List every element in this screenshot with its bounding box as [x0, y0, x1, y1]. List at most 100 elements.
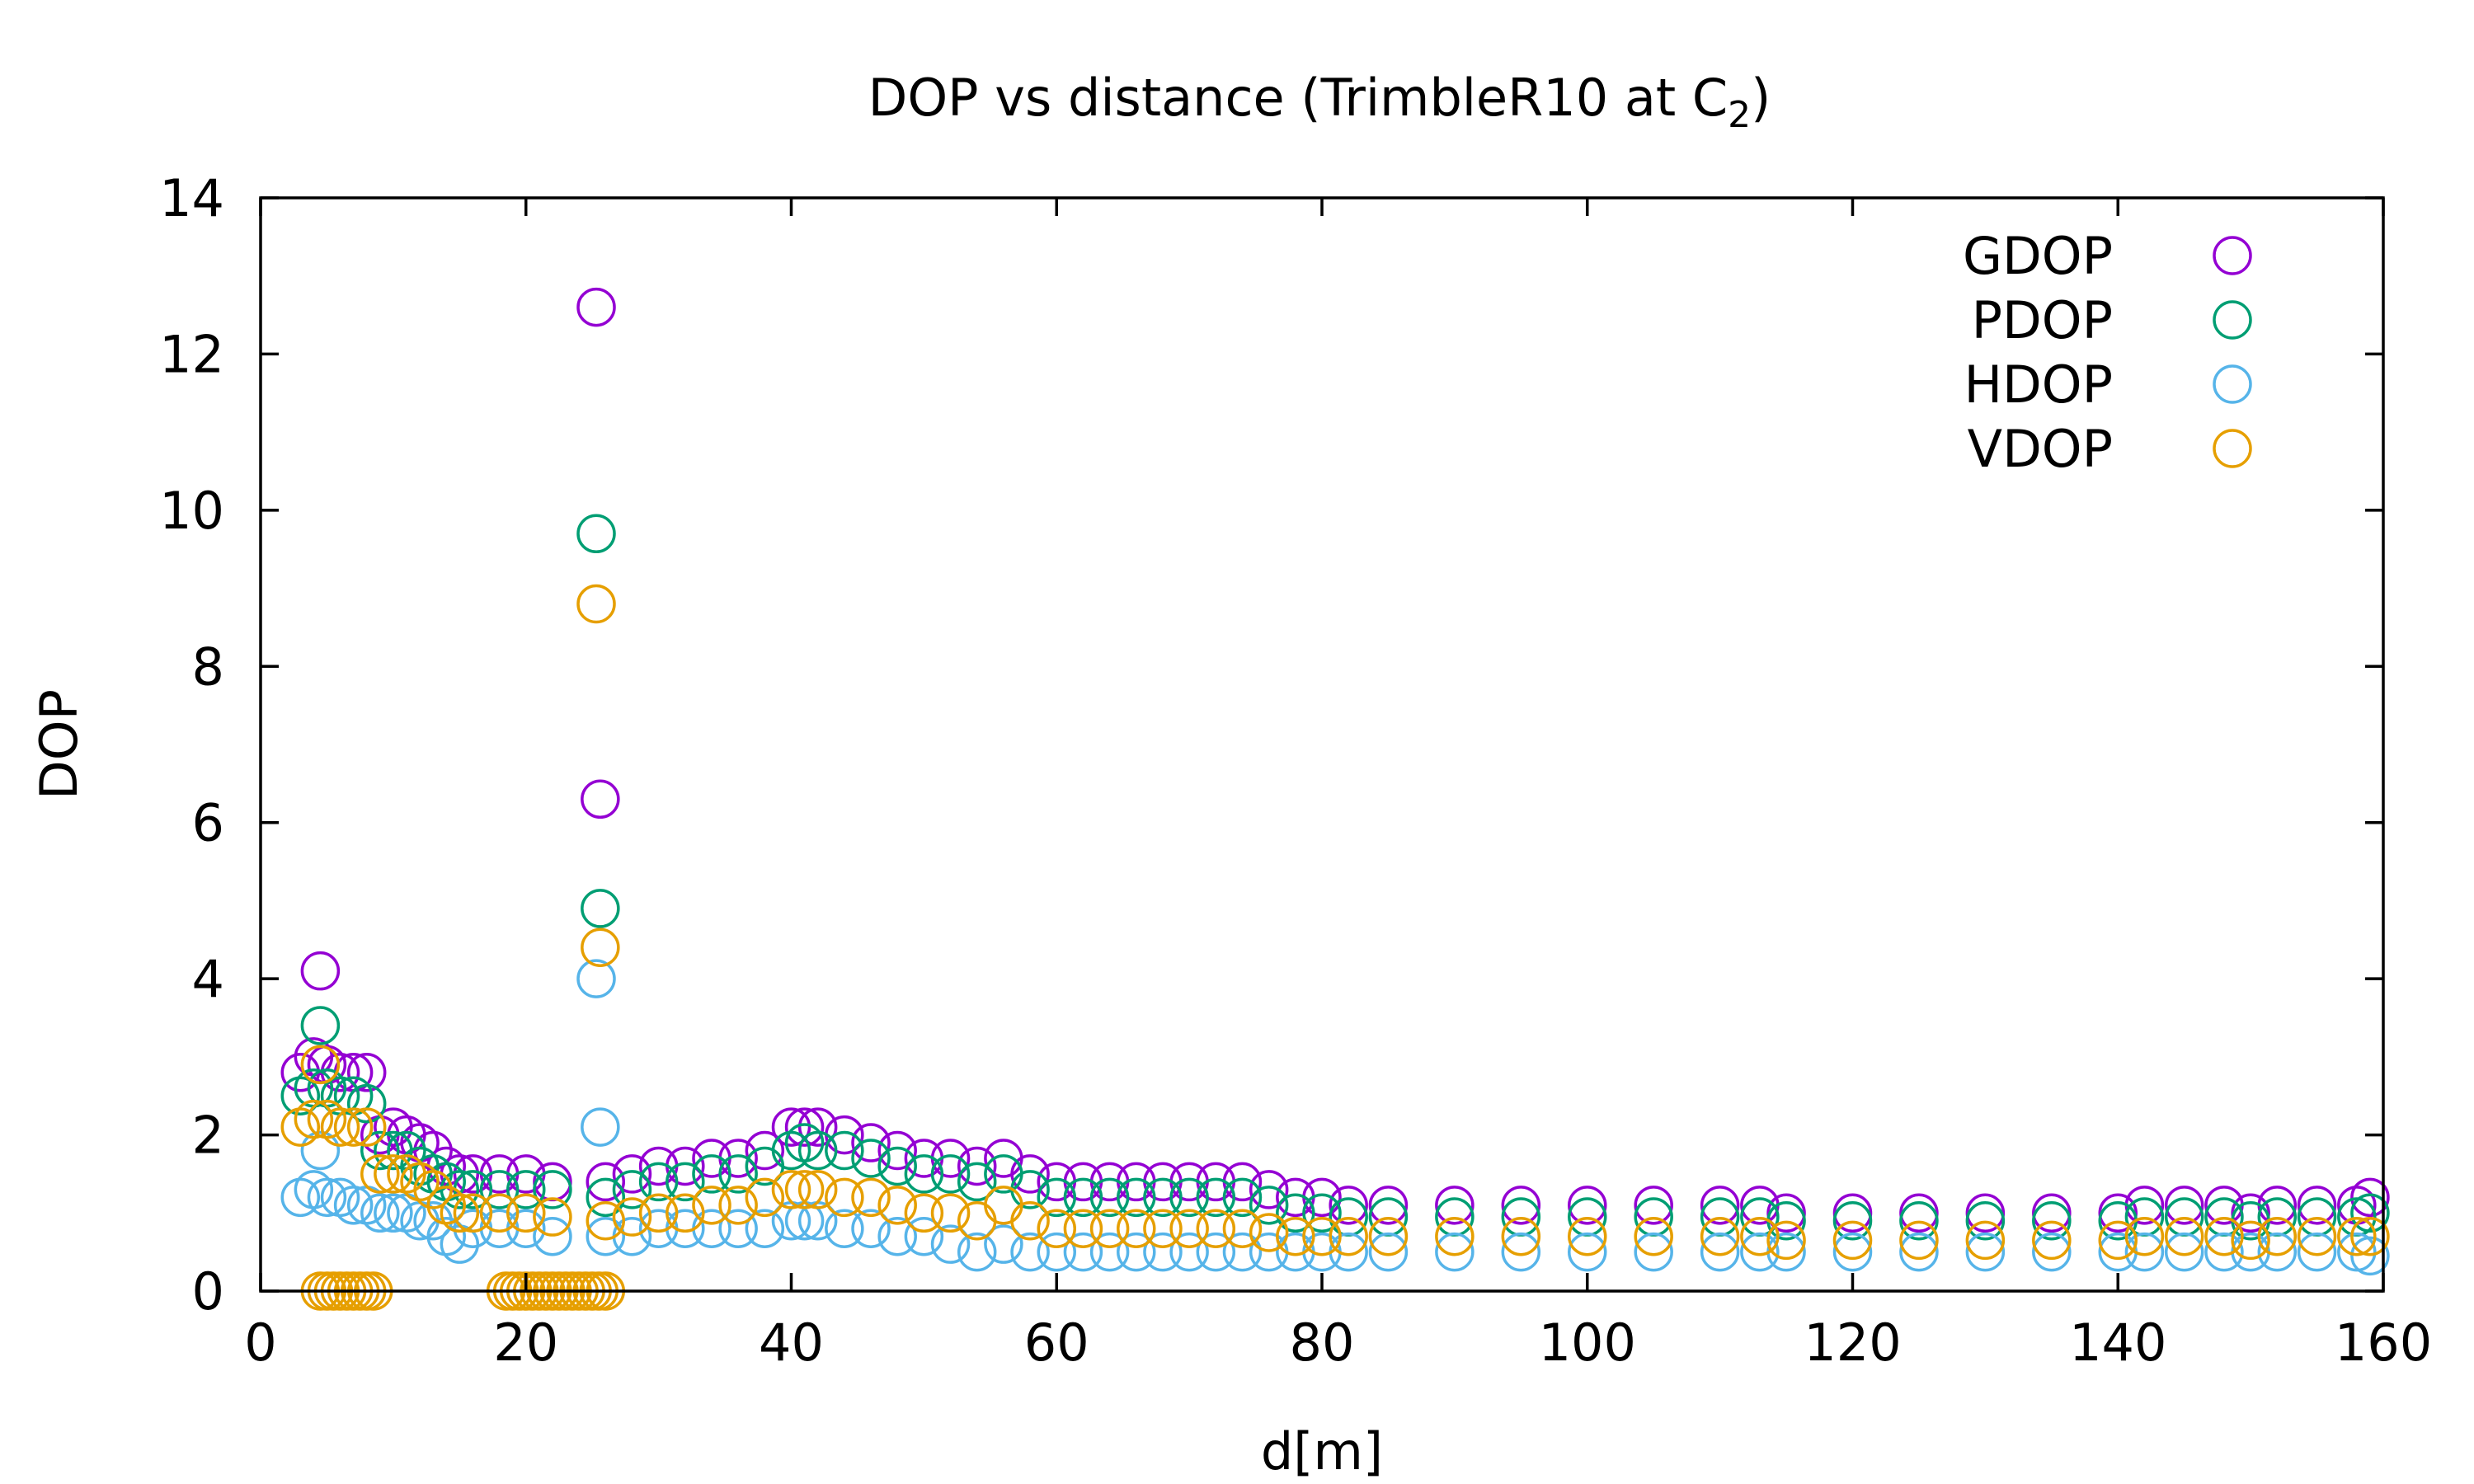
data-point: [784, 1170, 825, 1209]
data-point: [1089, 1209, 1130, 1248]
data-point: [1740, 1216, 1780, 1256]
data-point: [1501, 1186, 1541, 1225]
data-point: [930, 1154, 971, 1194]
data-point: [1010, 1232, 1050, 1272]
data-point: [851, 1177, 891, 1218]
data-point: [1010, 1154, 1050, 1194]
data-point: [533, 1216, 572, 1256]
data-point: [1435, 1186, 1475, 1225]
data-point: [957, 1232, 997, 1272]
data-point: [2164, 1232, 2204, 1272]
data-point: [1276, 1193, 1315, 1233]
data-point: [666, 1162, 705, 1202]
data-point: [1435, 1232, 1475, 1272]
data-point: [1501, 1232, 1541, 1272]
data-point: [877, 1146, 917, 1186]
data-point: [1435, 1216, 1475, 1256]
data-point: [2350, 1193, 2390, 1233]
data-point: [1143, 1209, 1183, 1248]
data-point: [638, 1193, 679, 1233]
data-point: [374, 1193, 413, 1233]
data-point: [2098, 1220, 2138, 1261]
data-point: [957, 1146, 997, 1186]
legend-marker: [2213, 364, 2252, 404]
data-point: [581, 1107, 620, 1147]
data-point: [1700, 1232, 1740, 1272]
x-tick-label: 160: [2335, 1313, 2432, 1373]
data-point: [1368, 1232, 1409, 1272]
data-point: [1501, 1216, 1541, 1256]
data-point: [2032, 1201, 2072, 1241]
legend-marker: [2213, 300, 2252, 340]
data-point: [1117, 1177, 1156, 1218]
data-point: [692, 1154, 731, 1194]
data-point: [612, 1197, 652, 1237]
data-point: [1568, 1216, 1607, 1256]
data-point: [333, 1107, 374, 1147]
data-point: [533, 1162, 572, 1202]
data-point: [586, 1162, 626, 1202]
data-point: [666, 1193, 705, 1233]
data-point: [1329, 1216, 1368, 1256]
data-point: [1196, 1232, 1236, 1272]
data-point: [374, 1154, 413, 1194]
chart-title-main: DOP vs distance (TrimbleR10 at C: [868, 68, 1729, 128]
data-point: [1169, 1209, 1209, 1248]
y-tick-label: 0: [192, 1261, 224, 1322]
data-point: [1700, 1186, 1740, 1225]
y-tick-label: 2: [192, 1106, 224, 1166]
y-axis-label: DOP: [29, 689, 89, 800]
data-point: [440, 1170, 480, 1209]
data-point: [797, 1107, 838, 1147]
data-point: [1832, 1220, 1873, 1261]
data-point: [1634, 1216, 1673, 1256]
data-point: [1302, 1216, 1342, 1256]
data-point: [745, 1209, 785, 1248]
data-point: [1329, 1186, 1368, 1225]
data-point: [718, 1186, 758, 1225]
x-tick-label: 120: [1804, 1313, 1901, 1373]
y-tick-label: 14: [159, 168, 224, 228]
data-point: [581, 889, 620, 928]
data-point: [2257, 1216, 2298, 1256]
data-point: [1329, 1232, 1368, 1272]
data-point: [1740, 1232, 1780, 1272]
data-point: [533, 1170, 572, 1209]
data-point: [533, 1197, 572, 1237]
chart-title: DOP vs distance (TrimbleR10 at C2): [868, 68, 1771, 136]
data-point: [346, 1083, 387, 1124]
data-point: [825, 1209, 864, 1248]
y-tick-label: 8: [192, 636, 224, 697]
data-point: [718, 1139, 758, 1178]
data-point: [718, 1209, 758, 1248]
legend-marker: [2213, 236, 2252, 275]
data-point: [1196, 1177, 1236, 1218]
data-point: [851, 1123, 891, 1162]
data-point: [1249, 1170, 1289, 1209]
data-point: [360, 1154, 400, 1194]
data-point: [2204, 1216, 2244, 1256]
data-point: [479, 1170, 520, 1209]
data-point: [1169, 1177, 1209, 1218]
data-point: [930, 1224, 971, 1264]
data-point: [1899, 1220, 1939, 1261]
data-point: [506, 1170, 546, 1209]
data-point: [930, 1193, 971, 1233]
data-point: [877, 1130, 917, 1171]
data-point: [1965, 1220, 2006, 1261]
data-point: [904, 1216, 944, 1256]
data-point: [1634, 1186, 1673, 1225]
data-point: [2204, 1232, 2244, 1272]
data-point: [320, 1107, 360, 1147]
data-point: [1634, 1232, 1673, 1272]
data-point: [333, 1186, 374, 1225]
data-point: [2164, 1186, 2204, 1225]
data-point: [797, 1130, 838, 1171]
data-point: [586, 1177, 626, 1218]
data-point: [1037, 1209, 1076, 1248]
data-point: [1368, 1186, 1409, 1225]
data-point: [1143, 1177, 1183, 1218]
data-point: [413, 1170, 453, 1209]
data-point: [506, 1193, 546, 1233]
data-point: [479, 1193, 520, 1233]
